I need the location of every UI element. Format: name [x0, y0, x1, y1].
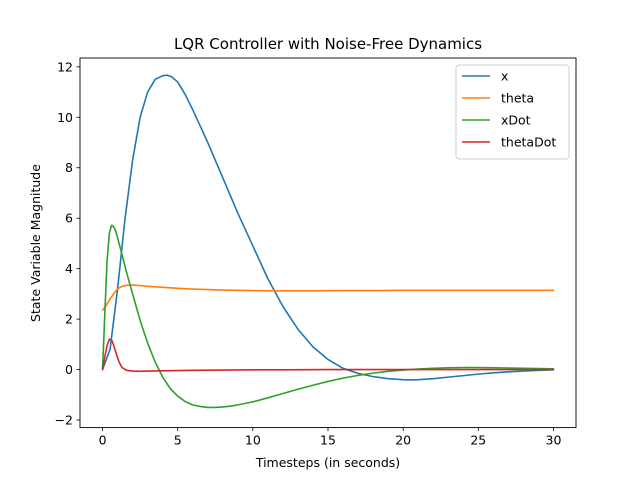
y-tick-label: 4 — [65, 261, 73, 276]
series-line-xDot — [101, 224, 555, 409]
chart-title: LQR Controller with Noise-Free Dynamics — [174, 35, 482, 53]
series-lines — [101, 74, 555, 409]
legend-label-x: x — [501, 69, 508, 84]
series-line-x — [101, 74, 555, 381]
y-tick-label: 8 — [65, 160, 73, 175]
y-tick-label: −2 — [55, 413, 73, 428]
axis-ticks: 0 5 10 15 20 25 30 −2 0 2 4 6 8 10 12 — [55, 59, 562, 447]
series-line-thetaDot — [101, 338, 555, 373]
plot-frame — [79, 57, 577, 429]
x-tick-label: 30 — [546, 433, 562, 448]
x-tick-label: 25 — [470, 433, 486, 448]
y-axis-label: State Variable Magnitude — [28, 164, 43, 322]
x-tick-label: 15 — [320, 433, 336, 448]
legend: x theta xDot thetaDot — [455, 64, 570, 160]
x-tick-label: 5 — [174, 433, 182, 448]
y-tick-label: 10 — [57, 110, 73, 125]
legend-label-thetaDot: thetaDot — [501, 135, 556, 150]
series-line-theta — [101, 284, 555, 312]
x-tick-label: 0 — [99, 433, 107, 448]
legend-label-xDot: xDot — [501, 113, 531, 128]
legend-box — [455, 64, 570, 160]
y-tick-label: 2 — [65, 312, 73, 327]
legend-label-theta: theta — [501, 91, 534, 106]
x-axis-label: Timesteps (in seconds) — [255, 455, 400, 470]
x-tick-label: 20 — [395, 433, 411, 448]
y-tick-label: 12 — [57, 59, 73, 74]
y-tick-label: 6 — [65, 211, 73, 226]
y-tick-label: 0 — [65, 362, 73, 377]
x-tick-label: 10 — [245, 433, 261, 448]
